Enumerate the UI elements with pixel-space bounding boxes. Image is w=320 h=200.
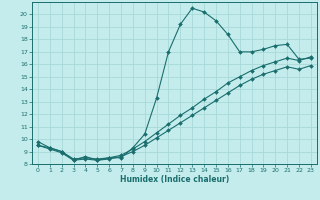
X-axis label: Humidex (Indice chaleur): Humidex (Indice chaleur)	[120, 175, 229, 184]
